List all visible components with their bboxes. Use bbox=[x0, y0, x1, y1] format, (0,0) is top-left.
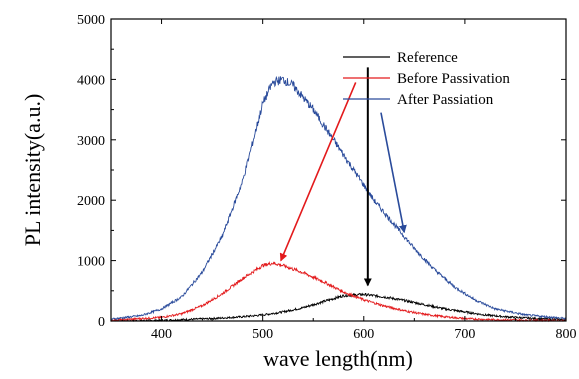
x-tick-label: 400 bbox=[151, 327, 172, 342]
series-line-reference bbox=[110, 292, 567, 323]
y-tick-label: 0 bbox=[98, 315, 105, 330]
y-tick-label: 3000 bbox=[77, 134, 105, 149]
y-axis-title: PL intensity(a.u.) bbox=[20, 94, 45, 247]
x-axis-title: wave length(nm) bbox=[263, 346, 413, 371]
series-line-before-passivation bbox=[110, 260, 567, 323]
y-tick-label: 5000 bbox=[77, 13, 105, 28]
y-tick-label: 4000 bbox=[77, 73, 105, 88]
axis-ticks: 400 500 600 700 800 0 1000 2000 3000 4000 5000 bbox=[77, 13, 577, 342]
legend-label-before-passivation: Before Passivation bbox=[397, 71, 510, 87]
y-tick-label: 1000 bbox=[77, 255, 105, 270]
x-tick-label: 800 bbox=[556, 327, 577, 342]
y-tick-label: 2000 bbox=[77, 194, 105, 209]
x-tick-label: 600 bbox=[353, 327, 374, 342]
legend: Reference Before Passivation After Passiat… bbox=[343, 50, 510, 108]
x-tick-label: 700 bbox=[454, 327, 475, 342]
legend-label-reference: Reference bbox=[397, 50, 458, 66]
annotation-arrow-1 bbox=[279, 82, 357, 262]
series-line-after-passiation bbox=[110, 75, 567, 321]
x-tick-label: 500 bbox=[252, 327, 273, 342]
legend-label-after-passiation: After Passiation bbox=[397, 92, 494, 108]
annotation-arrow-3 bbox=[380, 112, 407, 234]
plot-frame bbox=[110, 18, 567, 322]
plot-area bbox=[110, 67, 567, 323]
